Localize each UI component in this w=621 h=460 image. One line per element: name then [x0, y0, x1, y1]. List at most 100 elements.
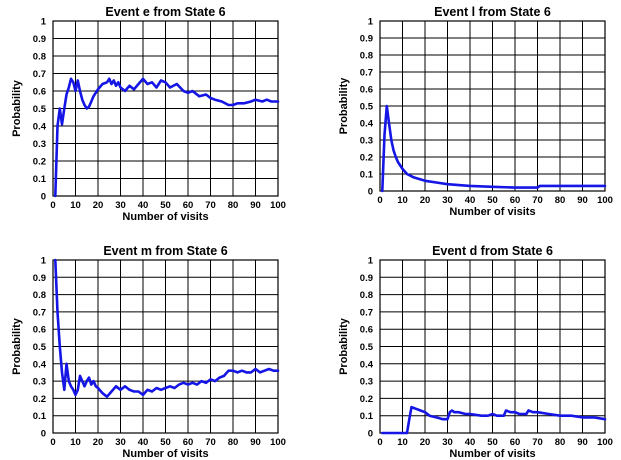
x-tick-label: 40 — [138, 437, 149, 448]
y-tick-label: 1 — [368, 256, 374, 267]
y-tick-label: 0.4 — [360, 359, 374, 370]
x-tick-label: 20 — [420, 437, 431, 448]
y-tick-label: 0.5 — [33, 104, 47, 115]
x-tick-label: 100 — [270, 437, 286, 448]
y-tick-label: 0.8 — [360, 51, 373, 62]
x-tick-label: 20 — [93, 437, 104, 448]
y-tick-label: 0.3 — [33, 377, 46, 388]
x-tick-label: 40 — [465, 437, 476, 448]
x-tick-label: 40 — [465, 195, 476, 206]
y-tick-label: 0 — [368, 187, 373, 198]
x-tick-label: 90 — [577, 195, 588, 206]
y-tick-label: 0.9 — [33, 273, 46, 284]
y-tick-label: 0.2 — [360, 394, 373, 405]
y-axis-label: Probability — [11, 317, 23, 375]
series-line-1 — [53, 258, 280, 399]
series-line-1 — [380, 405, 607, 435]
x-tick-label: 60 — [183, 437, 194, 448]
y-tick-label: 0.6 — [360, 85, 373, 96]
y-tick-label: 0 — [41, 429, 46, 440]
x-tick-label: 30 — [115, 200, 126, 211]
y-tick-label: 0.7 — [360, 68, 373, 79]
y-axis-label: Probability — [338, 317, 350, 375]
y-tick-label: 0.9 — [360, 34, 373, 45]
x-tick-label: 30 — [442, 195, 453, 206]
y-axis-label: Probability — [338, 77, 350, 135]
y-tick-label: 1 — [41, 256, 47, 267]
chart-title: Event l from State 6 — [434, 5, 551, 19]
plot-frame — [379, 259, 606, 434]
x-tick-label: 10 — [397, 437, 408, 448]
chart-title: Event d from State 6 — [432, 244, 553, 258]
y-tick-label: 0.7 — [33, 307, 46, 318]
y-tick-label: 0.5 — [33, 342, 47, 353]
x-tick-label: 70 — [205, 437, 216, 448]
y-tick-label: 0.8 — [360, 290, 373, 301]
x-axis-label: Number of visits — [449, 448, 535, 460]
y-tick-label: 0 — [368, 429, 373, 440]
y-tick-label: 0.7 — [360, 307, 373, 318]
y-tick-label: 0.9 — [33, 34, 46, 45]
chart-panel-3: 0 10 20 30 40 50 60 70 80 90 100 0 0.1 0.2 0.3 0.4 0.5 0.… — [11, 244, 286, 460]
y-tick-label: 0.8 — [33, 290, 46, 301]
x-tick-label: 50 — [487, 437, 498, 448]
y-tick-label: 0.4 — [33, 122, 47, 133]
x-tick-label: 70 — [532, 437, 543, 448]
y-tick-label: 0.7 — [33, 69, 46, 80]
y-tick-label: 0.2 — [360, 153, 373, 164]
chart-panel-2: 0 10 20 30 40 50 60 70 80 90 100 0 0.1 0.2 0.3 0.4 0.5 0.… — [338, 5, 613, 218]
chart-panel-4: 0 10 20 30 40 50 60 70 80 90 100 0 0.1 0.2 0.3 0.4 0.5 0.… — [338, 244, 613, 460]
x-axis-label: Number of visits — [122, 211, 208, 223]
x-tick-label: 50 — [487, 195, 498, 206]
x-tick-label: 90 — [250, 437, 261, 448]
y-tick-label: 0.2 — [33, 394, 46, 405]
x-tick-label: 20 — [420, 195, 431, 206]
y-tick-label: 0.9 — [360, 273, 373, 284]
x-tick-label: 30 — [115, 437, 126, 448]
x-tick-label: 70 — [205, 200, 216, 211]
y-tick-label: 0.1 — [360, 170, 374, 181]
y-tick-label: 0.5 — [360, 102, 374, 113]
y-tick-label: 0.6 — [33, 325, 46, 336]
chart-title: Event m from State 6 — [103, 244, 227, 258]
x-tick-label: 0 — [377, 195, 382, 206]
y-tick-label: 0.1 — [360, 411, 374, 422]
x-tick-label: 80 — [228, 200, 239, 211]
y-tick-label: 0.1 — [33, 174, 47, 185]
x-tick-label: 40 — [138, 200, 149, 211]
x-tick-label: 100 — [597, 437, 613, 448]
y-tick-label: 0.8 — [33, 52, 46, 63]
y-tick-label: 0.1 — [33, 411, 47, 422]
x-tick-label: 50 — [160, 437, 171, 448]
x-tick-label: 90 — [250, 200, 261, 211]
y-tick-label: 0 — [41, 192, 46, 203]
x-tick-label: 80 — [555, 195, 566, 206]
x-tick-label: 80 — [555, 437, 566, 448]
x-tick-label: 10 — [70, 200, 81, 211]
x-tick-label: 10 — [397, 195, 408, 206]
x-tick-label: 100 — [597, 195, 613, 206]
x-tick-label: 80 — [228, 437, 239, 448]
x-tick-label: 60 — [510, 437, 521, 448]
series-line-1 — [53, 77, 280, 198]
x-tick-label: 60 — [510, 195, 521, 206]
y-tick-label: 0.2 — [33, 157, 46, 168]
chart-panel-1: 0 10 20 30 40 50 60 70 80 90 100 0 0.1 0.2 0.3 0.4 0.5 0.… — [11, 5, 286, 223]
y-tick-label: 0.3 — [360, 136, 373, 147]
series-line-1 — [380, 104, 607, 193]
y-tick-label: 0.6 — [33, 87, 46, 98]
x-tick-label: 100 — [270, 200, 286, 211]
y-tick-label: 1 — [41, 17, 47, 28]
x-tick-label: 90 — [577, 437, 588, 448]
x-tick-label: 0 — [50, 437, 55, 448]
y-tick-label: 1 — [368, 17, 374, 28]
x-tick-label: 0 — [50, 200, 55, 211]
y-tick-label: 0.6 — [360, 325, 373, 336]
plot-frame — [52, 259, 279, 434]
y-tick-label: 0.5 — [360, 342, 374, 353]
y-tick-label: 0.4 — [33, 359, 47, 370]
x-axis-label: Number of visits — [449, 206, 535, 218]
x-tick-label: 60 — [183, 200, 194, 211]
x-tick-label: 0 — [377, 437, 382, 448]
y-tick-label: 0.3 — [33, 139, 46, 150]
